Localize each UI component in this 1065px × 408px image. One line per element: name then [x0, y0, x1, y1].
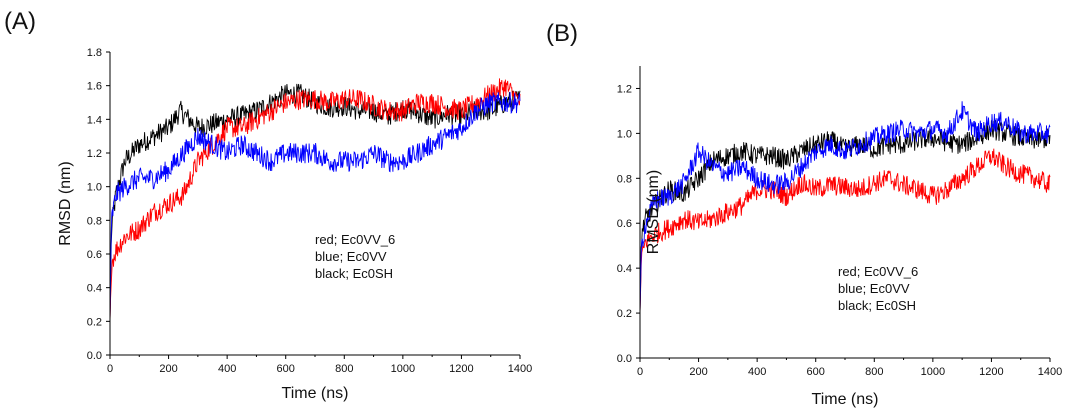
x-tick-label: 0	[637, 366, 643, 378]
y-tick-label: 0.8	[87, 215, 102, 227]
y-tick-label: 0.6	[87, 249, 102, 261]
series-line-2	[639, 101, 1051, 314]
x-tick-label: 400	[748, 366, 766, 378]
panel-a-label: (A)	[4, 8, 36, 35]
x-axis-title: Time (ns)	[282, 385, 349, 402]
y-tick-label: 1.4	[87, 114, 102, 126]
x-axis-title: Time (ns)	[812, 391, 879, 408]
legend-entry: blue; Ec0VV	[838, 281, 910, 296]
legend-entry: red; Ec0VV_6	[315, 232, 395, 247]
series-line-1	[109, 78, 521, 322]
x-tick-label: 1200	[979, 366, 1003, 378]
y-axis-title: RMSD (nm)	[57, 161, 74, 245]
y-tick-label: 1.0	[617, 128, 632, 140]
y-tick-label: 1.8	[87, 47, 102, 59]
x-tick-label: 200	[159, 363, 177, 375]
x-tick-label: 200	[689, 366, 707, 378]
panel-b-label: (B)	[546, 20, 578, 47]
x-tick-label: 600	[277, 363, 295, 375]
y-tick-label: 0.6	[617, 218, 632, 230]
y-tick-label: 0.4	[87, 283, 102, 295]
y-tick-label: 0.4	[617, 263, 632, 275]
y-tick-label: 0.0	[87, 350, 102, 362]
x-tick-label: 400	[218, 363, 236, 375]
legend-entry: black; Ec0SH	[315, 266, 393, 281]
series-line-1	[639, 148, 1051, 314]
y-tick-label: 0.2	[617, 308, 632, 320]
legend-entry: black; Ec0SH	[838, 298, 916, 313]
legend-entry: blue; Ec0VV	[315, 249, 387, 264]
x-tick-label: 600	[807, 366, 825, 378]
y-tick-label: 0.8	[617, 173, 632, 185]
series-line-0	[109, 83, 521, 322]
x-tick-label: 800	[865, 366, 883, 378]
chart-panel-a: 0 200 400 600 800 1000 1200 1400 0.0 0.2 0.4 0.6 0.8…	[57, 47, 532, 402]
x-tick-label: 1000	[391, 363, 415, 375]
series-line-2	[109, 91, 521, 322]
y-tick-label: 1.2	[617, 83, 632, 95]
x-tick-label: 1200	[449, 363, 473, 375]
y-tick-label: 1.0	[87, 182, 102, 194]
y-tick-label: 1.2	[87, 148, 102, 160]
x-tick-label: 800	[335, 363, 353, 375]
chart-panel-b: 0 200 400 600 800 1000 1200 1400 0.0 0.2 0.4 0.6 0.8…	[617, 66, 1062, 408]
x-tick-label: 1000	[921, 366, 945, 378]
y-axis-title: RMSD (nm)	[645, 170, 662, 254]
x-tick-label: 1400	[1038, 366, 1062, 378]
y-tick-label: 1.6	[87, 81, 102, 93]
x-tick-label: 1400	[508, 363, 532, 375]
legend-entry: red; Ec0VV_6	[838, 264, 918, 279]
x-tick-label: 0	[107, 363, 113, 375]
y-tick-label: 0.0	[617, 353, 632, 365]
y-tick-label: 0.2	[87, 316, 102, 328]
